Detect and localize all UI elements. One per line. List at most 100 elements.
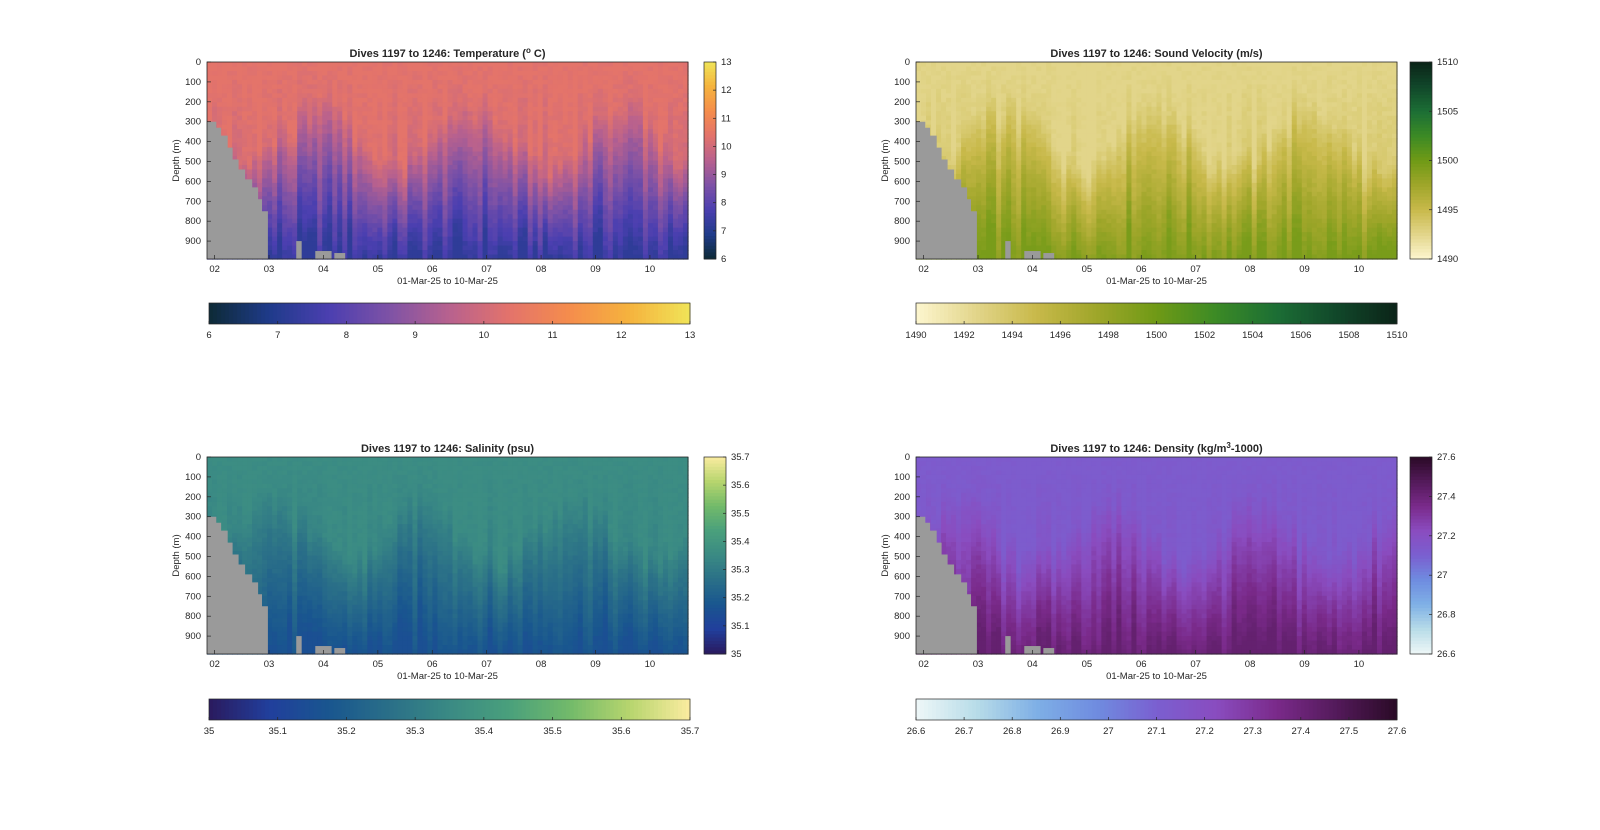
- heatmap-cell: [232, 115, 238, 121]
- heatmap-cell: [966, 88, 972, 94]
- heatmap-cell: [217, 115, 223, 121]
- heatmap-cell: [247, 151, 253, 157]
- heatmap-cell: [537, 66, 544, 72]
- heatmap-cell: [537, 124, 544, 130]
- heatmap-cell: [622, 164, 629, 171]
- heatmap-cell: [672, 236, 679, 242]
- heatmap-cell: [961, 97, 967, 103]
- heatmap-cell: [667, 84, 674, 90]
- heatmap-cell: [682, 62, 689, 68]
- heatmap-cell: [307, 200, 313, 206]
- colorbar-segment: [213, 303, 218, 324]
- heatmap-cell: [297, 187, 303, 193]
- heatmap-cell: [547, 164, 554, 171]
- heatmap-cell: [572, 79, 579, 85]
- heatmap-cell: [407, 223, 414, 229]
- heatmap-cell: [307, 169, 313, 175]
- heatmap-cell: [432, 160, 439, 166]
- heatmap-cell: [287, 138, 293, 144]
- heatmap-cell: [447, 138, 454, 144]
- heatmap-cell: [542, 138, 549, 144]
- heatmap-cell: [936, 75, 942, 81]
- heatmap-cell: [317, 75, 323, 81]
- heatmap-cell: [387, 124, 393, 130]
- heatmap-cell: [462, 209, 469, 215]
- heatmap-cell: [262, 88, 268, 94]
- heatmap-cell: [342, 120, 348, 126]
- heatmap-cell: [547, 62, 554, 68]
- heatmap-cell: [477, 205, 484, 211]
- heatmap-cell: [612, 223, 619, 229]
- heatmap-cell: [487, 88, 494, 94]
- heatmap-cell: [412, 115, 419, 121]
- heatmap-cell: [532, 147, 539, 153]
- heatmap-cell: [537, 88, 544, 94]
- heatmap-cell: [607, 84, 614, 90]
- heatmap-cell: [642, 129, 649, 135]
- heatmap-cell: [242, 164, 248, 171]
- heatmap-cell: [422, 227, 429, 233]
- heatmap-cell: [437, 250, 444, 256]
- heatmap-cell: [312, 124, 318, 130]
- heatmap-cell: [427, 97, 434, 103]
- heatmap-cell: [302, 205, 308, 211]
- heatmap-cell: [242, 102, 248, 108]
- heatmap-cell: [482, 62, 489, 68]
- heatmap-cell: [382, 245, 388, 251]
- heatmap-cell: [327, 200, 333, 206]
- heatmap-cell: [217, 120, 223, 126]
- heatmap-cell: [347, 124, 353, 130]
- heatmap-cell: [497, 70, 504, 77]
- heatmap-cell: [342, 178, 348, 184]
- heatmap-cell: [407, 93, 414, 99]
- heatmap-cell: [682, 245, 689, 251]
- heatmap-cell: [372, 214, 378, 220]
- heatmap-cell: [352, 106, 358, 112]
- heatmap-cell: [472, 97, 479, 103]
- heatmap-cell: [217, 93, 223, 99]
- heatmap-cell: [472, 70, 479, 77]
- heatmap-cell: [382, 250, 388, 256]
- heatmap-cell: [617, 214, 624, 220]
- heatmap-cell: [507, 151, 514, 157]
- heatmap-cell: [627, 70, 634, 77]
- heatmap-cell: [422, 106, 429, 112]
- heatmap-cell: [507, 254, 514, 260]
- heatmap-cell: [482, 218, 489, 224]
- heatmap-cell: [647, 245, 654, 251]
- heatmap-cell: [462, 97, 469, 103]
- heatmap-cell: [422, 209, 429, 215]
- heatmap-cell: [427, 182, 434, 188]
- heatmap-cell: [377, 111, 383, 117]
- heatmap-cell: [492, 115, 499, 121]
- heatmap-cell: [232, 156, 238, 162]
- heatmap-cell: [227, 75, 233, 81]
- heatmap-cell: [542, 218, 549, 224]
- heatmap-cell: [592, 156, 599, 162]
- heatmap-cell: [677, 62, 684, 68]
- heatmap-cell: [327, 187, 333, 193]
- heatmap-cell: [342, 93, 348, 99]
- heatmap-cell: [392, 250, 398, 256]
- heatmap-cell: [916, 106, 922, 112]
- heatmap-cell: [452, 133, 459, 139]
- heatmap-cell: [677, 84, 684, 90]
- heatmap-cell: [242, 129, 248, 135]
- heatmap-cell: [267, 232, 273, 238]
- heatmap-cell: [382, 200, 388, 206]
- heatmap-cell: [317, 196, 323, 202]
- heatmap-cell: [577, 254, 584, 260]
- heatmap-cell: [347, 84, 353, 90]
- heatmap-cell: [572, 84, 579, 90]
- heatmap-cell: [462, 160, 469, 166]
- heatmap-cell: [457, 62, 464, 68]
- heatmap-cell: [552, 93, 559, 99]
- heatmap-cell: [262, 142, 268, 148]
- heatmap-cell: [562, 232, 569, 238]
- heatmap-cell: [652, 218, 659, 224]
- heatmap-cell: [292, 214, 298, 220]
- heatmap-cell: [312, 115, 318, 121]
- heatmap-cell: [552, 223, 559, 229]
- heatmap-cell: [277, 142, 283, 148]
- heatmap-cell: [642, 227, 649, 233]
